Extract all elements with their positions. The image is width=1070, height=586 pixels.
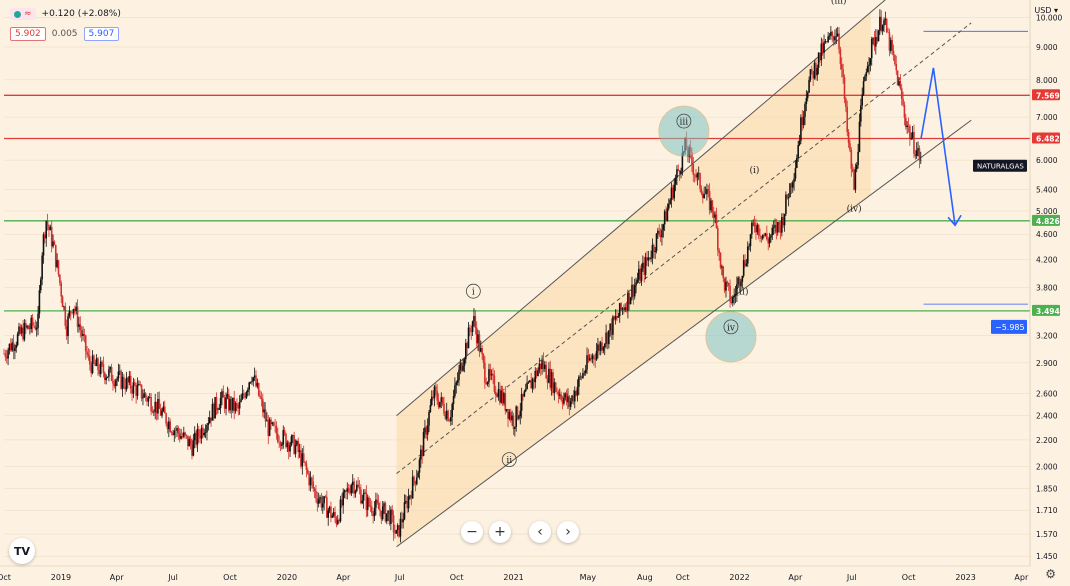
y-tick-label: 1.710 bbox=[1036, 506, 1058, 515]
wave-label-circle bbox=[676, 113, 692, 129]
wave-icon: ≈ bbox=[24, 9, 32, 19]
wave-label: (iv) bbox=[847, 204, 862, 215]
zoom-out-button[interactable]: − bbox=[461, 521, 483, 543]
y-tick-label: 3.800 bbox=[1036, 283, 1058, 292]
symbol-label: NATURALGAS bbox=[977, 163, 1024, 171]
y-tick-label: 1.450 bbox=[1036, 552, 1058, 561]
wave-label-circle bbox=[501, 452, 517, 468]
x-tick-label: 2021 bbox=[503, 573, 523, 582]
projection-arrow bbox=[920, 67, 956, 226]
y-tick-label: 6.000 bbox=[1036, 156, 1058, 165]
x-tick-label: Oct bbox=[0, 573, 11, 582]
wave-label: iv bbox=[727, 323, 736, 333]
price-axis bbox=[1030, 0, 1070, 586]
level-label-box bbox=[1032, 214, 1060, 226]
wave-label: i bbox=[472, 288, 475, 298]
y-tick-label: 9.000 bbox=[1036, 43, 1058, 52]
x-tick-label: Jul bbox=[846, 573, 857, 582]
level-label: 4.826 bbox=[1036, 217, 1060, 226]
y-tick-label: 3.200 bbox=[1036, 331, 1058, 340]
candles bbox=[3, 9, 922, 543]
y-tick-label: 2.600 bbox=[1036, 389, 1058, 398]
x-tick-label: Aug bbox=[637, 573, 653, 582]
y-tick-label: 2.000 bbox=[1036, 463, 1058, 472]
x-tick-label: 2023 bbox=[955, 573, 975, 582]
scroll-left-button[interactable]: ‹ bbox=[529, 521, 551, 543]
wave-highlight-circle bbox=[705, 311, 757, 363]
channel-median-line bbox=[396, 22, 972, 474]
y-tick-label: 2.200 bbox=[1036, 436, 1058, 445]
wave-label: (ii) bbox=[736, 287, 749, 298]
channel-upper-line bbox=[396, 0, 886, 417]
x-tick-label: Oct bbox=[676, 573, 690, 582]
wave-label: (i) bbox=[750, 165, 760, 176]
y-tick-label: 4.200 bbox=[1036, 256, 1058, 265]
y-tick-label: 7.000 bbox=[1036, 113, 1058, 122]
x-tick-label: Jul bbox=[167, 573, 178, 582]
y-tick-label: 5.000 bbox=[1036, 207, 1058, 216]
y-tick-label: 4.600 bbox=[1036, 230, 1058, 239]
wave-label: iii bbox=[680, 118, 689, 128]
level-label-box bbox=[1032, 304, 1060, 316]
ask-price[interactable]: 5.907 bbox=[83, 27, 120, 41]
x-tick-label: Oct bbox=[902, 573, 916, 582]
header-hud: ≈ +0.120 (+2.08%) 5.902 0.005 5.907 bbox=[10, 6, 121, 42]
currency-selector[interactable]: USD ▾ bbox=[1034, 6, 1058, 15]
arrow-head bbox=[947, 214, 962, 227]
last-price-label: −5.985 bbox=[995, 323, 1025, 332]
currency-label: USD bbox=[1034, 6, 1052, 15]
x-tick-label: Apr bbox=[788, 573, 803, 582]
x-tick-label: Apr bbox=[1014, 573, 1029, 582]
x-tick-label: Oct bbox=[450, 573, 464, 582]
y-tick-label: 1.850 bbox=[1036, 484, 1058, 493]
channel-fill bbox=[396, 12, 871, 547]
wave-label: ii bbox=[506, 456, 512, 466]
x-tick-label: 2020 bbox=[277, 573, 297, 582]
symbol-label-box bbox=[973, 159, 1027, 172]
x-tick-label: May bbox=[580, 573, 597, 582]
channel-lower-line bbox=[396, 119, 972, 548]
bid-price[interactable]: 5.902 bbox=[10, 27, 46, 41]
zoom-toolbar: − + ‹ › bbox=[461, 521, 579, 543]
y-tick-label: 5.400 bbox=[1036, 185, 1058, 194]
x-tick-label: 2022 bbox=[729, 573, 749, 582]
x-tick-label: Apr bbox=[110, 573, 125, 582]
x-tick-label: Oct bbox=[223, 573, 237, 582]
level-label-box bbox=[1032, 132, 1060, 144]
x-tick-label: 2019 bbox=[51, 573, 71, 582]
wave-label: (iii) bbox=[831, 0, 847, 7]
spread-value: 0.005 bbox=[51, 29, 78, 39]
level-label: 6.482 bbox=[1036, 135, 1060, 144]
status-dot-icon bbox=[14, 10, 21, 18]
y-tick-label: 2.900 bbox=[1036, 359, 1058, 368]
y-tick-label: 8.000 bbox=[1036, 76, 1058, 85]
y-tick-label: 2.400 bbox=[1036, 412, 1058, 421]
zoom-in-button[interactable]: + bbox=[489, 521, 511, 543]
y-tick-label: 10.000 bbox=[1036, 14, 1062, 23]
price-change: +0.120 (+2.08%) bbox=[41, 9, 121, 19]
gear-icon[interactable]: ⚙ bbox=[1045, 567, 1056, 581]
y-tick-label: 1.570 bbox=[1036, 530, 1058, 539]
level-label-box bbox=[1032, 89, 1060, 101]
scroll-right-button[interactable]: › bbox=[557, 521, 579, 543]
wave-highlight-circle bbox=[658, 105, 710, 157]
x-tick-label: Apr bbox=[336, 573, 351, 582]
level-label: 3.494 bbox=[1036, 307, 1060, 316]
level-label: 7.569 bbox=[1036, 91, 1060, 100]
symbol-chip[interactable]: ≈ bbox=[10, 8, 36, 20]
tradingview-logo-icon[interactable]: TV bbox=[9, 538, 35, 564]
x-tick-label: Jul bbox=[394, 573, 405, 582]
wave-label-circle bbox=[465, 283, 481, 299]
wave-label-circle bbox=[723, 319, 739, 335]
last-price-box bbox=[991, 319, 1027, 334]
